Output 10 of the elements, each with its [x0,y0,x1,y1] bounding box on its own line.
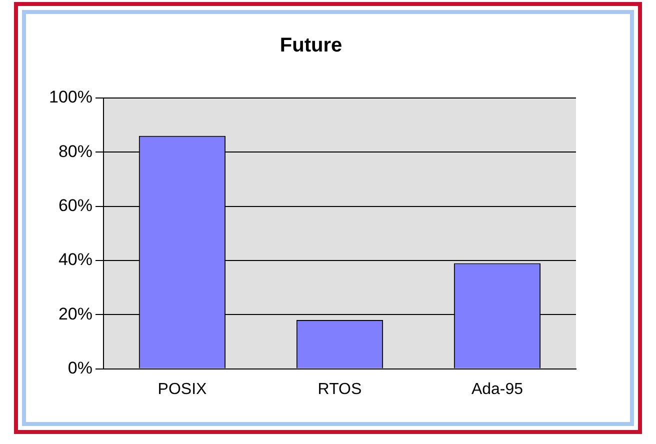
y-tick-label: 60% [58,196,92,216]
x-tick-label: Ada-95 [471,380,524,398]
x-tick-label: POSIX [158,380,208,398]
y-tick-label: 40% [58,250,92,270]
x-tick-label: RTOS [318,380,362,398]
y-tick-label: 100% [48,88,92,107]
y-tick-label: 20% [58,304,92,324]
y-tick-label: 0% [68,358,92,378]
chart-title: Future [280,34,342,57]
y-tick-label: 80% [58,142,92,161]
